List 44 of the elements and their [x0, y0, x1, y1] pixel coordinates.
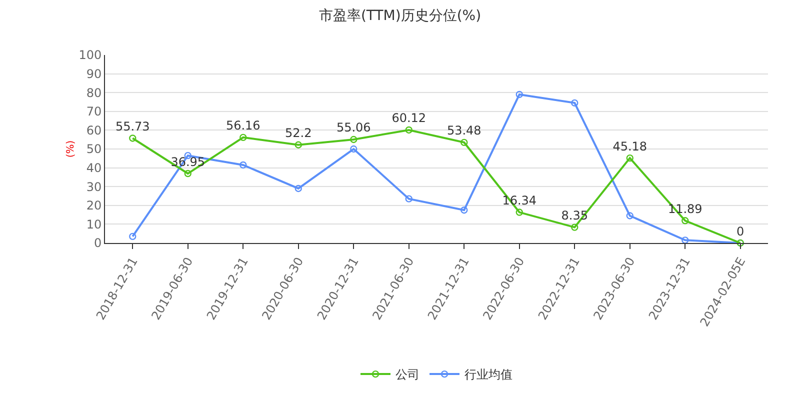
y-tick-label: 60 [86, 123, 102, 138]
point [516, 208, 523, 216]
data-label: 53.48 [446, 124, 482, 138]
point [460, 138, 468, 146]
data-label: 52.2 [285, 126, 312, 140]
data-label: 60.12 [392, 111, 426, 126]
point [129, 134, 136, 142]
data-label: 56.16 [226, 118, 260, 133]
point [460, 206, 468, 214]
point [294, 141, 302, 148]
data-label: 45.18 [612, 139, 648, 154]
point [405, 126, 412, 134]
data-label: 55.06 [336, 120, 371, 135]
point [294, 184, 302, 192]
data-label: 0 [736, 224, 744, 238]
point [350, 136, 358, 144]
legend-label: 公司 [396, 368, 420, 382]
point [626, 154, 634, 162]
point [240, 161, 247, 169]
point [516, 90, 523, 98]
point [350, 145, 358, 153]
y-tick-label: 70 [86, 104, 102, 119]
y-tick-label: 10 [86, 217, 102, 232]
y-axis-title: (%) [66, 140, 77, 158]
y-tick-label: 30 [86, 180, 102, 194]
y-tick-label: 0 [94, 236, 102, 250]
point [184, 170, 192, 178]
y-tick-label: 80 [86, 86, 102, 100]
y-tick-label: 50 [86, 142, 102, 156]
point [626, 212, 634, 220]
data-label: 55.73 [115, 119, 150, 134]
point [240, 134, 247, 142]
point [571, 224, 578, 231]
point [682, 217, 689, 224]
y-tick-label: 100 [78, 48, 102, 62]
point [682, 236, 689, 244]
y-tick-label: 40 [86, 161, 102, 175]
legend-label: 行业均值 [464, 368, 512, 382]
y-tick-label: 90 [86, 67, 102, 81]
chart-title: 市盈率(TTM)历史分位(%) [318, 8, 482, 24]
point [405, 195, 412, 202]
y-tick-label: 20 [86, 198, 102, 213]
point [129, 232, 136, 240]
point [571, 99, 578, 107]
